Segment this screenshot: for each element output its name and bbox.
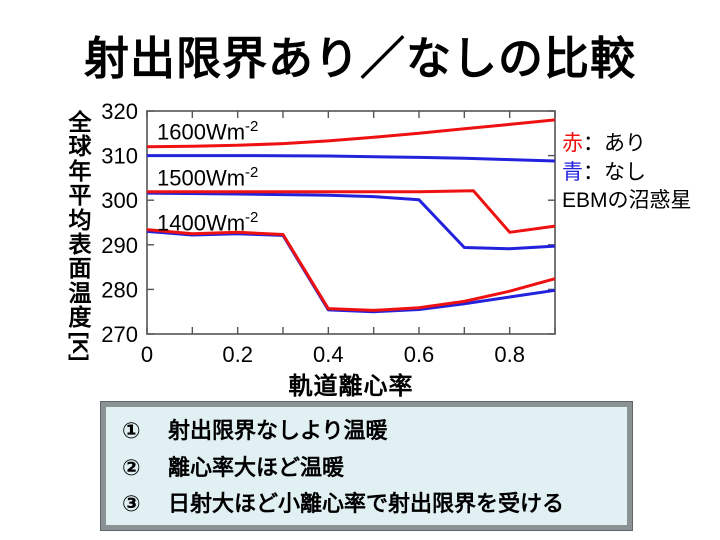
y-axis-label: 全球年平均表面温度 [K] xyxy=(60,109,100,361)
series-line-4 xyxy=(147,154,556,163)
legend-label: EBMの沼惑星 xyxy=(562,189,692,212)
series-line-5 xyxy=(146,118,556,149)
x-tick-label: 0.4 xyxy=(313,342,344,367)
y-axis-label-char: 表 xyxy=(68,231,92,258)
note-item-3: ③ 日射大ほど小離心率で射出限界を受ける xyxy=(122,486,627,523)
line-chart: 0 0.2 0.4 0.6 0.8 270 280 290 300 310 320 xyxy=(101,99,556,367)
curve-label-sup: -2 xyxy=(245,118,259,135)
series-line-2 xyxy=(146,191,556,251)
y-tick-label: 280 xyxy=(101,277,138,302)
x-tick-label: 0.2 xyxy=(222,342,253,367)
y-axis-label-char: 度 xyxy=(68,304,92,331)
x-axis-label: 軌道離心率 xyxy=(288,373,414,400)
legend-label: あり xyxy=(604,132,646,155)
series-line-1 xyxy=(146,228,556,312)
legend-line-blue: 青：なし xyxy=(562,159,692,188)
y-tick-label: 310 xyxy=(101,144,138,169)
note-text: 日射大ほど小離心率で射出限界を受ける xyxy=(168,491,565,516)
curve-label-1500: 1500Wm-2 xyxy=(157,161,258,190)
y-axis-label-char: 均 xyxy=(68,206,92,233)
plot-frame xyxy=(146,110,556,335)
y-tick-label: 270 xyxy=(101,322,138,347)
summary-box: ① 射出限界なしより温暖 ② 離心率大ほど温暖 ③ 日射大ほど小離心率で射出限界を受け… xyxy=(100,401,633,531)
y-tick-label: 290 xyxy=(101,233,138,258)
x-tick-label: 0.6 xyxy=(404,342,435,367)
x-tick-label: 0 xyxy=(141,342,153,367)
legend: 赤：あり 青：なし EBMの沼惑星 xyxy=(562,130,692,216)
y-tick-label: 300 xyxy=(101,188,138,213)
series-line-0 xyxy=(146,229,556,314)
note-number: ② xyxy=(122,454,141,480)
y-axis-label-char: 年 xyxy=(68,157,92,184)
y-axis-label-char: 面 xyxy=(68,255,92,282)
curve-label-sup: -2 xyxy=(245,209,259,226)
series-line-3 xyxy=(147,189,556,234)
curve-label-sup: -2 xyxy=(245,164,259,181)
y-axis-label-char: 球 xyxy=(68,133,92,160)
y-axis-label-char: 平 xyxy=(68,182,92,209)
legend-sep: ： xyxy=(583,132,604,155)
note-text: 射出限界なしより温暖 xyxy=(168,418,388,443)
note-text: 離心率大ほど温暖 xyxy=(168,454,345,480)
legend-line-red: 赤：あり xyxy=(562,130,692,159)
page-title: 射出限界あり／なしの比較 xyxy=(83,33,636,84)
legend-label: なし xyxy=(604,160,646,184)
legend-line-model: EBMの沼惑星 xyxy=(562,187,692,216)
curve-label-text: 1400Wm xyxy=(157,210,246,236)
note-item-1: ① 射出限界なしより温暖 xyxy=(122,413,627,450)
legend-sep: ： xyxy=(583,160,604,184)
curve-label-1400: 1400Wm-2 xyxy=(157,206,258,235)
legend-key-red: 赤 xyxy=(562,132,583,155)
note-number: ③ xyxy=(122,491,141,516)
note-number: ① xyxy=(122,418,141,443)
y-tick-label: 320 xyxy=(101,99,138,124)
curve-label-text: 1500Wm xyxy=(157,165,246,191)
legend-key-blue: 青 xyxy=(562,160,583,184)
curve-label-text: 1600Wm xyxy=(157,119,246,145)
y-axis-label-char: 温 xyxy=(68,279,92,306)
curve-label-1600: 1600Wm-2 xyxy=(157,115,258,144)
y-axis-label-char: 全 xyxy=(68,109,92,135)
x-tick-label: 0.8 xyxy=(494,342,525,367)
note-item-2: ② 離心率大ほど温暖 xyxy=(122,450,627,487)
